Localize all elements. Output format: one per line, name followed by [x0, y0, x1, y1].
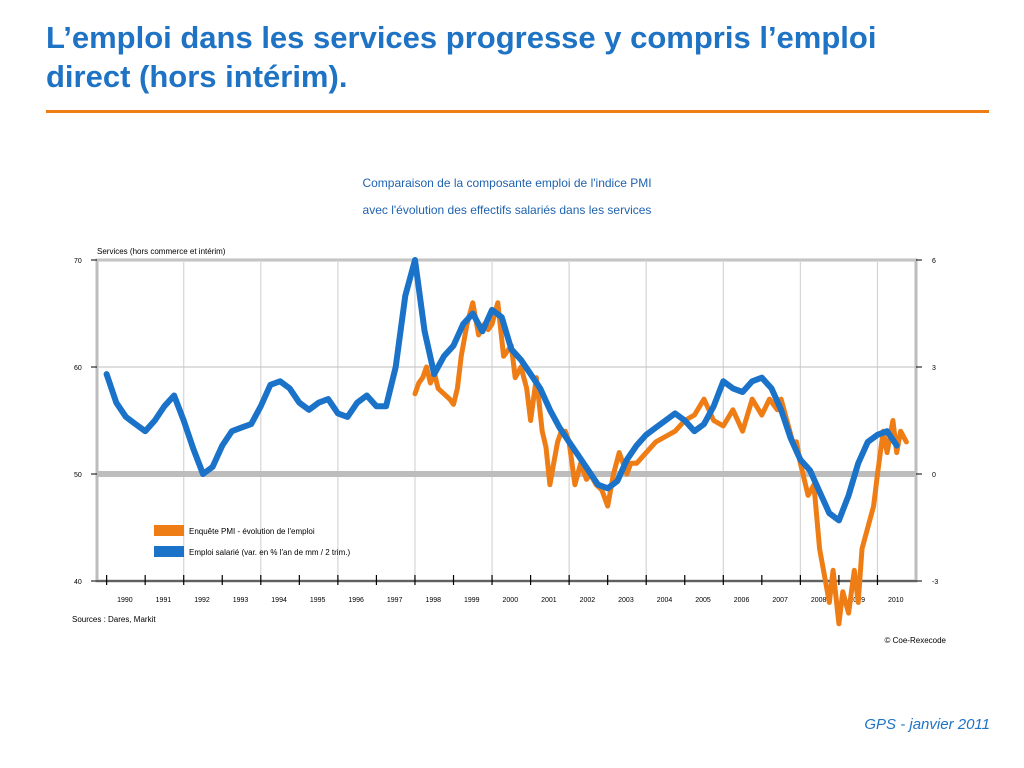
x-axis-tick-label: 1995 — [310, 597, 326, 604]
right-axis-tick-label: 3 — [932, 365, 936, 372]
slide-title: L’emploi dans les services progresse y c… — [46, 18, 996, 96]
x-axis-tick-label: 1991 — [156, 597, 172, 604]
x-axis-tick-label: 1999 — [464, 597, 480, 604]
x-axis-tick-label: 1997 — [387, 597, 403, 604]
legend-swatch-emploi — [154, 546, 184, 557]
x-axis-tick-label: 2007 — [772, 597, 788, 604]
left-axis-tick-label: 70 — [74, 258, 82, 265]
x-axis-tick-label: 2002 — [580, 597, 596, 604]
series-line-pmi — [412, 300, 909, 627]
x-axis-tick-label: 1996 — [348, 597, 364, 604]
legend-label-pmi: Enquête PMI - évolution de l'emploi — [189, 527, 315, 536]
plot-area: 70 60 50 40 6 3 0 -3 1990 1991 1992 1993 1994 1995 199… — [74, 257, 938, 627]
x-axis-tick-label: 2000 — [503, 597, 519, 604]
right-axis-tick-label: -3 — [932, 579, 938, 586]
x-axis-tick-label: 2001 — [541, 597, 557, 604]
right-axis-tick-label: 6 — [932, 258, 936, 265]
credit-note: © Coe-Rexecode — [885, 636, 947, 645]
series-line-emploi — [103, 257, 900, 524]
title-underline — [46, 110, 989, 113]
source-note: Sources : Dares, Markit — [72, 615, 156, 624]
legend-swatch-pmi — [154, 525, 184, 536]
panel-label: Services (hors commerce et intérim) — [97, 247, 226, 256]
x-axis-tick-label: 2008 — [811, 597, 827, 604]
left-axis-tick-label: 50 — [74, 472, 82, 479]
x-axis-tick-label: 2003 — [618, 597, 634, 604]
slide-title-line-2: direct (hors intérim). — [46, 59, 348, 94]
x-axis-tick-label: 1992 — [194, 597, 210, 604]
legend-label-emploi: Emploi salarié (var. en % l'an de mm / 2… — [189, 548, 350, 557]
x-axis-tick-label: 1998 — [425, 597, 441, 604]
left-axis-tick-label: 60 — [74, 365, 82, 372]
slide-title-line-1: L’emploi dans les services progresse y c… — [46, 20, 877, 55]
chart-title-line-1: Comparaison de la composante emploi de l… — [362, 176, 651, 190]
x-axis-tick-label: 1993 — [233, 597, 249, 604]
right-axis-tick-label: 0 — [932, 472, 936, 479]
x-axis-tick-label: 1990 — [117, 597, 133, 604]
chart-title-line-2: avec l'évolution des effectifs salariés … — [363, 203, 652, 217]
legend: Enquête PMI - évolution de l'emploi Empl… — [154, 525, 350, 557]
footer-date: GPS - janvier 2011 — [864, 716, 990, 733]
x-axis-tick-label: 2010 — [888, 597, 904, 604]
left-axis-tick-label: 40 — [74, 579, 82, 586]
x-axis-tick-label: 2006 — [734, 597, 750, 604]
x-axis-tick-label: 2005 — [695, 597, 711, 604]
x-axis-tick-label: 1994 — [271, 597, 287, 604]
x-axis-tick-label: 2004 — [657, 597, 673, 604]
